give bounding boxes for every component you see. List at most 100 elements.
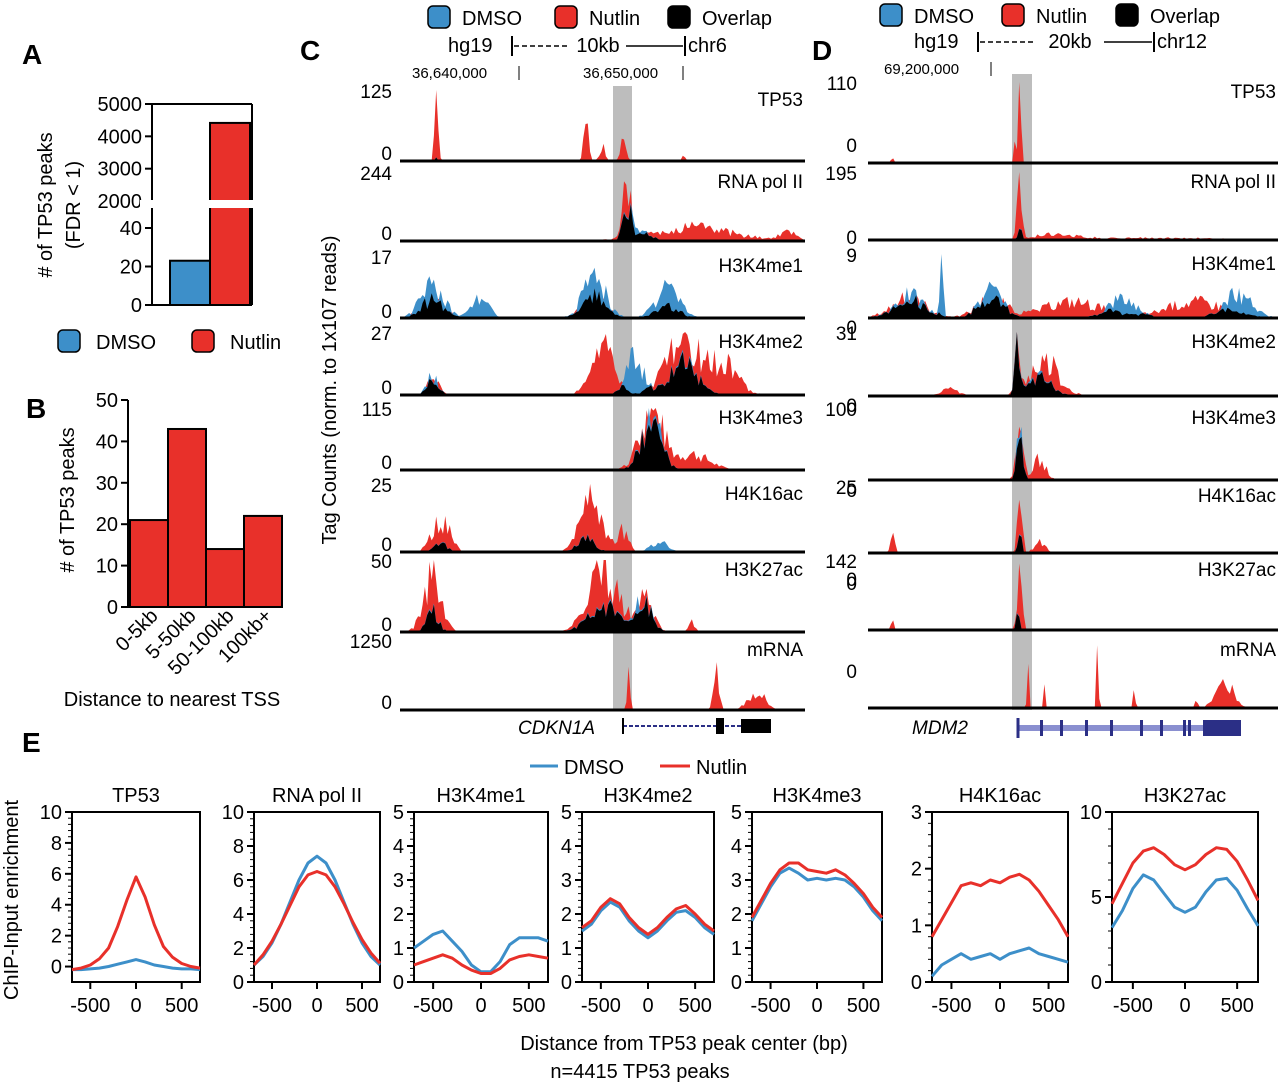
y-tick-label: 2 xyxy=(393,904,404,926)
legend-dmso-label: DMSO xyxy=(564,757,624,779)
track-1-overlap-signal xyxy=(400,204,805,241)
legend-nutlin-label: Nutlin xyxy=(1036,6,1087,28)
y-tick-label: 40 xyxy=(96,431,118,453)
track-name: mRNA xyxy=(1220,640,1276,661)
y-tick-label: 10 xyxy=(1080,802,1102,824)
y-tick-label: 1 xyxy=(561,938,572,960)
y-tick-label: 3 xyxy=(731,870,742,892)
coordinate-label: 69,200,000 xyxy=(884,61,959,78)
y-axis-label: ChIP-Input enrichment xyxy=(1,800,23,1001)
series-dmso-line xyxy=(1110,873,1260,929)
y-tick-label: 4 xyxy=(731,836,742,858)
bar-dmso xyxy=(169,259,211,307)
series-dmso-line xyxy=(413,929,549,974)
track-7-nutlin-signal xyxy=(400,662,805,710)
gene-exon xyxy=(1183,720,1186,736)
track-min-label: 0 xyxy=(381,224,392,245)
track-1-nutlin-signal xyxy=(400,181,805,241)
legend-nutlin-label: Nutlin xyxy=(589,8,640,30)
series-nutlin-line xyxy=(71,875,201,972)
track-min-label: 0 xyxy=(846,481,857,502)
track-name: H3K4me3 xyxy=(1192,408,1277,429)
legend-dmso-label: DMSO xyxy=(914,6,974,28)
y-tick-label: 5000 xyxy=(98,94,143,116)
coordinate-label: 36,640,000 xyxy=(412,65,487,82)
track-min-label: 0 xyxy=(381,453,392,474)
track-6-overlap-signal xyxy=(868,613,1278,630)
track-0-nutlin-signal xyxy=(400,90,805,161)
track-name: H3K27ac xyxy=(1198,560,1276,581)
y-tick-label: 20 xyxy=(96,514,118,536)
plot-frame xyxy=(71,811,201,983)
plot-title: RNA pol II xyxy=(272,785,362,807)
track-min-label: 0 xyxy=(381,378,392,399)
plot-title: H3K4me1 xyxy=(437,785,526,807)
y-tick-label: 6 xyxy=(233,870,244,892)
gene-exon xyxy=(741,719,771,733)
x-tick-label: 500 xyxy=(1220,995,1253,1017)
track-3-overlap-signal xyxy=(400,351,805,395)
track-min-label: 0 xyxy=(846,136,857,157)
y-tick-label: 5 xyxy=(731,802,742,824)
legend-nutlin-swatch xyxy=(1001,3,1025,27)
sample-count-note: n=4415 TP53 peaks xyxy=(550,1061,729,1083)
plot-title: H4K16ac xyxy=(959,785,1041,807)
panel-label-c: C xyxy=(300,35,320,66)
track-4-overlap-signal xyxy=(868,436,1278,480)
legend-nutlin-swatch xyxy=(554,5,578,29)
plot-title: TP53 xyxy=(112,785,160,807)
y-tick-label: 0 xyxy=(911,972,922,994)
x-tick-label: 0 xyxy=(130,995,141,1017)
y-tick-label: 5 xyxy=(393,802,404,824)
y-axis-label: # of TP53 peaks xyxy=(35,132,57,277)
y-tick-label: 10 xyxy=(222,802,244,824)
track-min-label: 0 xyxy=(846,662,857,683)
y-tick-label: 4 xyxy=(233,904,244,926)
track-5-overlap-signal xyxy=(868,535,1278,553)
bar-0-5kb xyxy=(129,519,169,608)
y-tick-label: 0 xyxy=(1091,972,1102,994)
plot-title: H3K4me2 xyxy=(604,785,693,807)
x-tick-label: -500 xyxy=(70,995,110,1017)
panel-label-d: D xyxy=(812,35,832,66)
x-tick-label: 0 xyxy=(475,995,486,1017)
x-tick-label: 0 xyxy=(642,995,653,1017)
x-tick-label: 500 xyxy=(345,995,378,1017)
gene-label: MDM2 xyxy=(912,718,968,739)
track-max-label: 115 xyxy=(362,400,392,421)
x-tick-label: 0 xyxy=(1179,995,1190,1017)
track-4-dmso-signal xyxy=(868,426,1278,480)
track-min-label: 0 xyxy=(381,615,392,636)
track-max-label: 195 xyxy=(825,164,857,185)
genome-build: hg19 xyxy=(448,35,493,57)
track-min-label: 0 xyxy=(381,693,392,714)
y-tick-label: 6 xyxy=(51,864,62,886)
track-max-label: 244 xyxy=(360,164,392,185)
track-max-label: 25 xyxy=(371,476,392,497)
gene-label: CDKN1A xyxy=(518,718,595,739)
track-min-label: 0 xyxy=(846,574,857,595)
track-5-nutlin-signal xyxy=(868,499,1278,553)
x-tick-label: -500 xyxy=(252,995,292,1017)
panel-a-bar-chart: 0 20 40 2000 3000 4000 5000 # of TP53 peaks (FDR… xyxy=(35,94,281,354)
track-min-label: 0 xyxy=(846,396,857,417)
plot-frame xyxy=(1111,811,1259,983)
bar-5-50kb xyxy=(167,427,207,609)
chromosome: chr12 xyxy=(1157,31,1207,53)
y-tick-label: 0 xyxy=(51,957,62,979)
bar-100kb+ xyxy=(243,514,283,608)
y-tick-label: 10 xyxy=(96,556,118,578)
track-name: H3K4me2 xyxy=(719,332,804,353)
x-tick-label: 500 xyxy=(1032,995,1065,1017)
panel-c-genome-tracks: DMSO Nutlin Overlap hg19 10kb chr6 36,640,000 3… xyxy=(319,5,805,739)
y-tick-label: 2 xyxy=(911,859,922,881)
track-1-dmso-signal xyxy=(400,202,805,241)
bar-nutlin xyxy=(209,121,251,307)
x-axis-label: Distance from TP53 peak center (bp) xyxy=(520,1033,848,1055)
y-tick-label: 0 xyxy=(131,295,142,317)
panel-label-b: B xyxy=(26,393,46,424)
y-tick-label: 4 xyxy=(561,836,572,858)
track-7-nutlin-signal xyxy=(868,645,1278,708)
